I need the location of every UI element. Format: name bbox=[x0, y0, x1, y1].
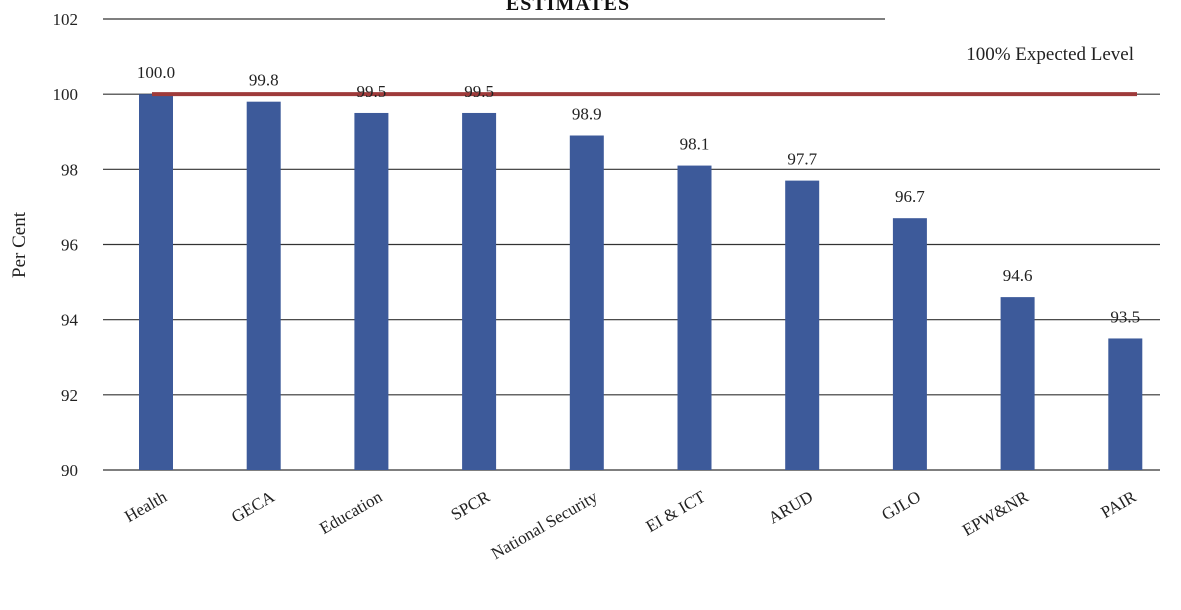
x-category-label: GJLO bbox=[878, 487, 923, 524]
chart-title: ESTIMATES bbox=[506, 0, 630, 15]
data-label: 97.7 bbox=[787, 150, 817, 169]
bar bbox=[139, 94, 173, 471]
data-label: 100.0 bbox=[137, 63, 175, 82]
bar bbox=[892, 218, 927, 470]
data-label: 98.9 bbox=[572, 105, 602, 124]
x-category-label: Education bbox=[316, 487, 386, 538]
data-label: 94.6 bbox=[1003, 266, 1033, 285]
x-category-label: GECA bbox=[228, 487, 278, 527]
x-category-label: National Security bbox=[488, 487, 601, 563]
bar bbox=[1000, 297, 1035, 470]
bar bbox=[677, 165, 712, 470]
y-tick-label: 90 bbox=[61, 461, 78, 480]
x-category-label: ARUD bbox=[765, 487, 816, 528]
y-axis-ticks: 90 92 94 96 98 100 102 bbox=[53, 10, 79, 480]
y-tick-label: 94 bbox=[61, 311, 79, 330]
y-tick-label: 98 bbox=[61, 160, 78, 179]
y-tick-label: 96 bbox=[61, 236, 78, 255]
y-tick-label: 100 bbox=[53, 85, 79, 104]
expected-level-label: 100% Expected Level bbox=[966, 44, 1134, 65]
data-label: 99.5 bbox=[464, 82, 494, 101]
data-label: 99.5 bbox=[357, 82, 387, 101]
bar bbox=[354, 112, 389, 470]
data-label: 98.1 bbox=[680, 135, 710, 154]
x-category-label: PAIR bbox=[1098, 487, 1140, 522]
bar bbox=[1108, 338, 1143, 470]
bar bbox=[569, 135, 604, 470]
bar bbox=[462, 112, 497, 470]
y-tick-label: 92 bbox=[61, 386, 78, 405]
x-category-label: SPCR bbox=[448, 487, 494, 525]
bar bbox=[785, 180, 820, 470]
bar bbox=[246, 101, 281, 470]
data-label: 93.5 bbox=[1110, 307, 1140, 326]
data-labels: 100.0 99.8 99.5 99.5 98.9 98.1 97.7 96.7 94.6 93.… bbox=[137, 63, 1140, 326]
data-label: 96.7 bbox=[895, 187, 925, 206]
y-axis-title: Per Cent bbox=[9, 211, 30, 278]
x-category-label: EPW&NR bbox=[959, 487, 1032, 540]
x-category-label: Health bbox=[121, 487, 170, 526]
y-tick-label: 102 bbox=[53, 10, 79, 29]
bars bbox=[139, 94, 1143, 471]
x-category-label: EI & ICT bbox=[643, 487, 709, 536]
data-label: 99.8 bbox=[249, 71, 279, 90]
